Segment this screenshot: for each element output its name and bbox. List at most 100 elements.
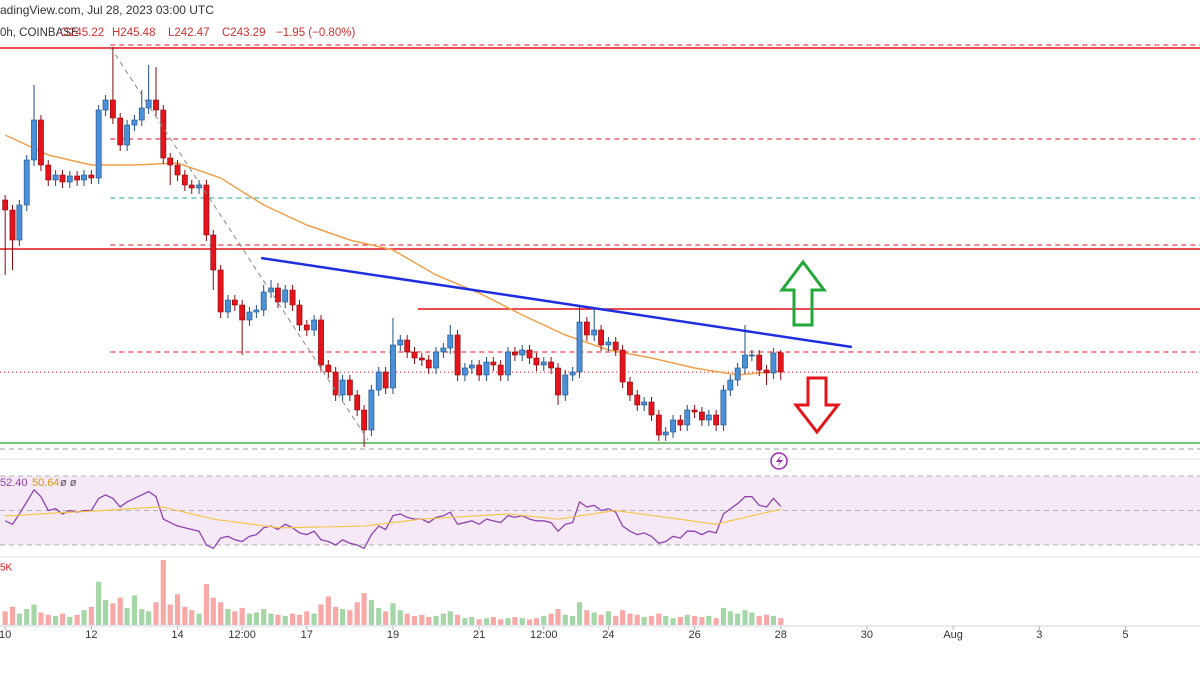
candle-body: [167, 157, 174, 166]
volume-bar: [576, 602, 583, 625]
volume-tick-label: 5K: [0, 563, 13, 574]
volume-bar: [339, 609, 346, 625]
volume-bar: [361, 593, 367, 625]
candle-body: [275, 287, 281, 303]
candle-body: [397, 339, 404, 346]
candle-body: [318, 319, 324, 366]
candle-body: [454, 334, 461, 376]
volume-bar: [354, 602, 360, 625]
candle-body: [59, 174, 66, 183]
candle-body: [526, 349, 533, 359]
candle-body: [519, 349, 526, 356]
candle-body: [66, 175, 73, 183]
header-source: adingView.com, Jul 28, 2023 03:00 UTC: [0, 3, 214, 17]
candle-body: [562, 374, 569, 396]
candle-body: [605, 341, 612, 346]
x-tick-label: 14: [171, 629, 183, 641]
volume-bar: [756, 615, 762, 625]
candle-body: [38, 119, 44, 166]
candle-body: [332, 371, 339, 396]
event-icon-bolt: [776, 455, 783, 467]
volume-bar: [627, 613, 633, 625]
volume-bar: [570, 615, 576, 625]
candle-body: [31, 119, 37, 161]
rsi-ma-value: 50.64: [32, 477, 60, 489]
volume-bar: [498, 619, 504, 625]
x-tick-label: 19: [387, 629, 399, 641]
x-tick-label: 30: [861, 629, 873, 641]
volume-bar: [770, 615, 777, 625]
volume-bar: [167, 604, 173, 625]
volume-bar: [160, 560, 166, 625]
volume-bar: [483, 618, 490, 625]
volume-bar: [634, 614, 640, 625]
volume-bar: [2, 611, 8, 625]
candle-body: [662, 431, 669, 436]
candle-body: [282, 289, 289, 303]
candle-body: [777, 352, 784, 373]
x-tick-label: 12:00: [228, 629, 256, 641]
volume-bar: [490, 617, 496, 625]
volume-bar: [411, 615, 418, 625]
volume-bar: [605, 611, 612, 625]
x-tick-label: 12: [85, 629, 97, 641]
volume-bar: [742, 610, 748, 625]
candle-body: [598, 329, 604, 346]
candle-body: [181, 174, 188, 186]
volume-bar: [282, 615, 288, 625]
volume-bar: [225, 609, 231, 625]
volume-bar: [699, 617, 705, 625]
volume-bar: [311, 613, 317, 625]
rsi-ma-line: [5, 506, 781, 529]
candle-body: [124, 124, 131, 146]
volume-bar: [512, 617, 518, 625]
candle-body: [483, 361, 490, 376]
candle-body: [447, 334, 454, 349]
volume-bar: [447, 611, 453, 625]
header-change: −1.95 (−0.80%): [276, 27, 355, 39]
volume-bar: [613, 615, 619, 625]
header-low: L242.47: [168, 27, 210, 39]
volume-bar: [469, 617, 475, 625]
volume-bar: [96, 581, 102, 625]
candle-body: [756, 354, 763, 371]
volume-bar: [296, 614, 303, 625]
volume-bar: [641, 617, 647, 625]
header-open: O245.22: [60, 27, 104, 39]
volume-bar: [476, 619, 482, 625]
volume-bar: [677, 617, 683, 625]
volume-bar: [584, 610, 590, 625]
volume-bar: [656, 613, 662, 625]
candle-body: [346, 379, 353, 396]
header-close: C243.29: [222, 27, 265, 39]
volume-bar: [670, 618, 676, 625]
candle-body: [117, 117, 124, 146]
x-tick-label: 10: [0, 629, 11, 641]
candle-body: [691, 409, 698, 413]
candle-body: [670, 419, 676, 433]
volume-bar: [210, 597, 216, 625]
volume-bar: [239, 607, 245, 625]
volume-bar: [591, 612, 597, 625]
rsi-value: 52.40: [0, 477, 28, 489]
volume-bar: [426, 617, 432, 625]
volume-bar: [24, 609, 30, 625]
volume-bar: [74, 614, 80, 625]
volume-bar: [383, 611, 389, 625]
volume-bar: [88, 606, 94, 625]
volume-bar: [45, 614, 51, 625]
candle-body: [440, 347, 447, 353]
volume-bar: [102, 599, 109, 625]
candle-body: [763, 369, 770, 374]
candle-body: [734, 367, 741, 381]
volume-bar: [691, 615, 698, 625]
candle-body: [74, 175, 81, 181]
candle-body: [634, 394, 641, 406]
x-tick-label: 24: [602, 629, 614, 641]
candle-body: [576, 321, 583, 373]
volume-bar: [533, 618, 540, 625]
trendline: [109, 46, 369, 441]
candle-body: [160, 109, 167, 159]
candle-body: [648, 401, 655, 416]
